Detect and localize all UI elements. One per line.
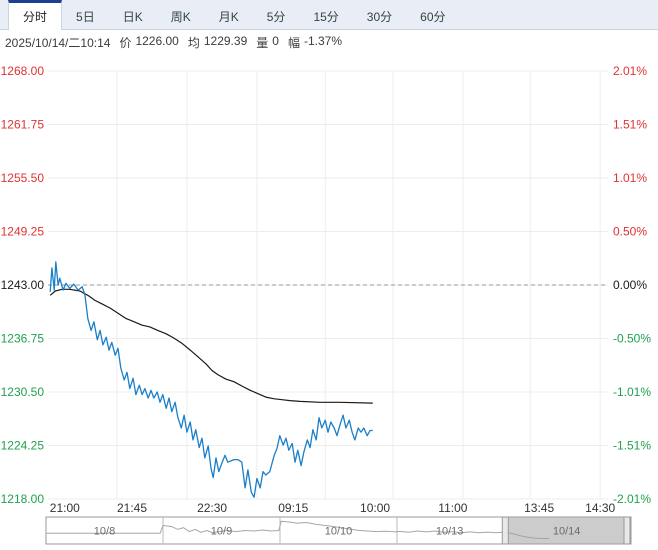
status-change: 幅 -1.37% <box>288 34 342 51</box>
status-volume: 量 0 <box>256 34 279 51</box>
navigator-selected-range[interactable] <box>502 517 631 544</box>
x-axis-label: 21:45 <box>117 501 147 515</box>
price-value: 1226.00 <box>135 33 179 48</box>
left-axis-label: 1261.75 <box>1 118 45 132</box>
left-axis-label: 1249.25 <box>1 225 45 239</box>
x-axis-label: 09:15 <box>278 501 308 515</box>
avg-value: 1229.39 <box>203 33 248 48</box>
x-axis-label: 11:00 <box>438 501 467 515</box>
navigator-day-section[interactable] <box>502 517 631 544</box>
status-datetime: 2025/10/14/二10:14 <box>5 35 111 50</box>
navigator-day-section[interactable] <box>397 517 502 544</box>
right-axis-label: 2.01% <box>613 64 647 78</box>
x-axis-label: 13:45 <box>524 501 554 515</box>
right-axis-label: 1.51% <box>613 118 647 132</box>
tab-intraday[interactable]: 分时 <box>8 0 63 30</box>
tab-30min[interactable]: 30分 <box>366 9 393 24</box>
price-label: 价 <box>119 35 132 50</box>
right-axis-label: 1.01% <box>613 171 647 185</box>
x-axis-label: 10:00 <box>360 501 390 515</box>
left-axis-label: 1243.00 <box>1 278 45 292</box>
left-axis-label: 1224.25 <box>1 439 45 453</box>
tab-60min[interactable]: 60分 <box>420 9 446 24</box>
right-axis-label: -2.01% <box>613 492 651 506</box>
right-axis-label: -1.01% <box>613 385 651 399</box>
right-axis-label: 0.00% <box>613 278 647 292</box>
left-axis-label: 1255.50 <box>1 171 45 185</box>
period-tab-bar: 分时 5日 日K 周K 月K 5分 15分 30分 60分 <box>0 0 658 30</box>
navigator-day-section[interactable] <box>163 517 280 544</box>
status-bar: 2025/10/14/二10:14 价 1226.00 均 1229.39 量 … <box>0 30 658 54</box>
left-axis-label: 1230.50 <box>1 385 45 399</box>
x-axis-label: 21:00 <box>50 501 80 515</box>
right-axis-label: -1.51% <box>613 439 651 453</box>
chart-plot-area[interactable] <box>48 71 608 499</box>
volume-label: 量 <box>256 35 269 50</box>
change-value: -1.37% <box>303 33 342 48</box>
x-axis-label: 22:30 <box>197 501 227 515</box>
status-average: 均 1229.39 <box>188 34 247 51</box>
tab-monthly-k[interactable]: 月K <box>218 9 239 24</box>
navigator-day-section[interactable] <box>280 517 397 544</box>
x-axis-label: 14:30 <box>585 501 615 515</box>
tab-15min[interactable]: 15分 <box>313 9 339 24</box>
change-label: 幅 <box>287 35 300 50</box>
navigator-day-section[interactable] <box>46 517 163 544</box>
tab-5min[interactable]: 5分 <box>266 9 286 24</box>
navigator-handle-right[interactable] <box>623 516 631 545</box>
avg-label: 均 <box>187 35 200 50</box>
navigator-handle-left[interactable] <box>501 516 509 545</box>
tab-weekly-k[interactable]: 周K <box>170 9 191 24</box>
right-axis-label: 0.50% <box>613 225 647 239</box>
status-price: 价 1226.00 <box>119 34 178 51</box>
left-axis-label: 1236.75 <box>1 332 45 346</box>
tab-5day[interactable]: 5日 <box>76 9 95 24</box>
left-axis-label: 1268.00 <box>1 64 45 78</box>
right-axis-label: -0.50% <box>613 332 651 346</box>
tab-daily-k[interactable]: 日K <box>122 9 143 24</box>
volume-value: 0 <box>272 33 279 48</box>
left-axis-label: 1218.00 <box>1 492 45 506</box>
